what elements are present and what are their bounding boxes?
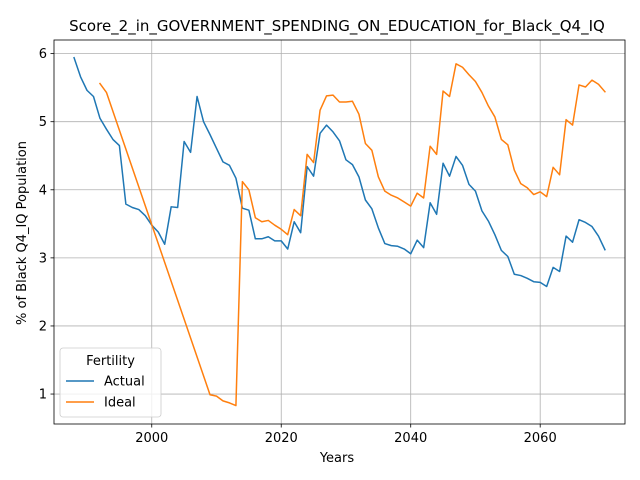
y-tick-label: 2 <box>39 319 47 334</box>
legend-label-ideal: Ideal <box>104 396 136 411</box>
series-line-ideal <box>98 63 606 407</box>
legend: Fertility Actual Ideal <box>59 347 162 418</box>
legend-title: Fertility <box>86 354 135 369</box>
y-tick-label: 4 <box>39 183 47 198</box>
y-tick-label: 6 <box>39 47 47 62</box>
y-tick-label: 3 <box>39 251 47 266</box>
x-tick-label: 2000 <box>135 431 168 446</box>
chart-title: Score_2_in_GOVERNMENT_SPENDING_ON_EDUCAT… <box>69 17 605 36</box>
legend-label-actual: Actual <box>104 375 145 390</box>
y-axis-label: % of Black Q4_IQ Population <box>15 141 30 325</box>
series-line-actual <box>73 56 606 288</box>
x-axis-ticks: 2000 2020 2040 2060 <box>135 424 557 446</box>
x-tick-label: 2020 <box>265 431 298 446</box>
y-tick-label: 1 <box>39 388 47 403</box>
legend-box <box>59 347 162 418</box>
x-tick-label: 2060 <box>524 431 557 446</box>
series-lines <box>73 56 606 407</box>
y-axis-ticks: 1 2 3 4 5 6 <box>39 47 54 403</box>
plot-frame <box>53 39 626 425</box>
x-axis-label: Years <box>319 451 355 466</box>
y-tick-label: 5 <box>39 115 47 130</box>
x-tick-label: 2040 <box>394 431 427 446</box>
